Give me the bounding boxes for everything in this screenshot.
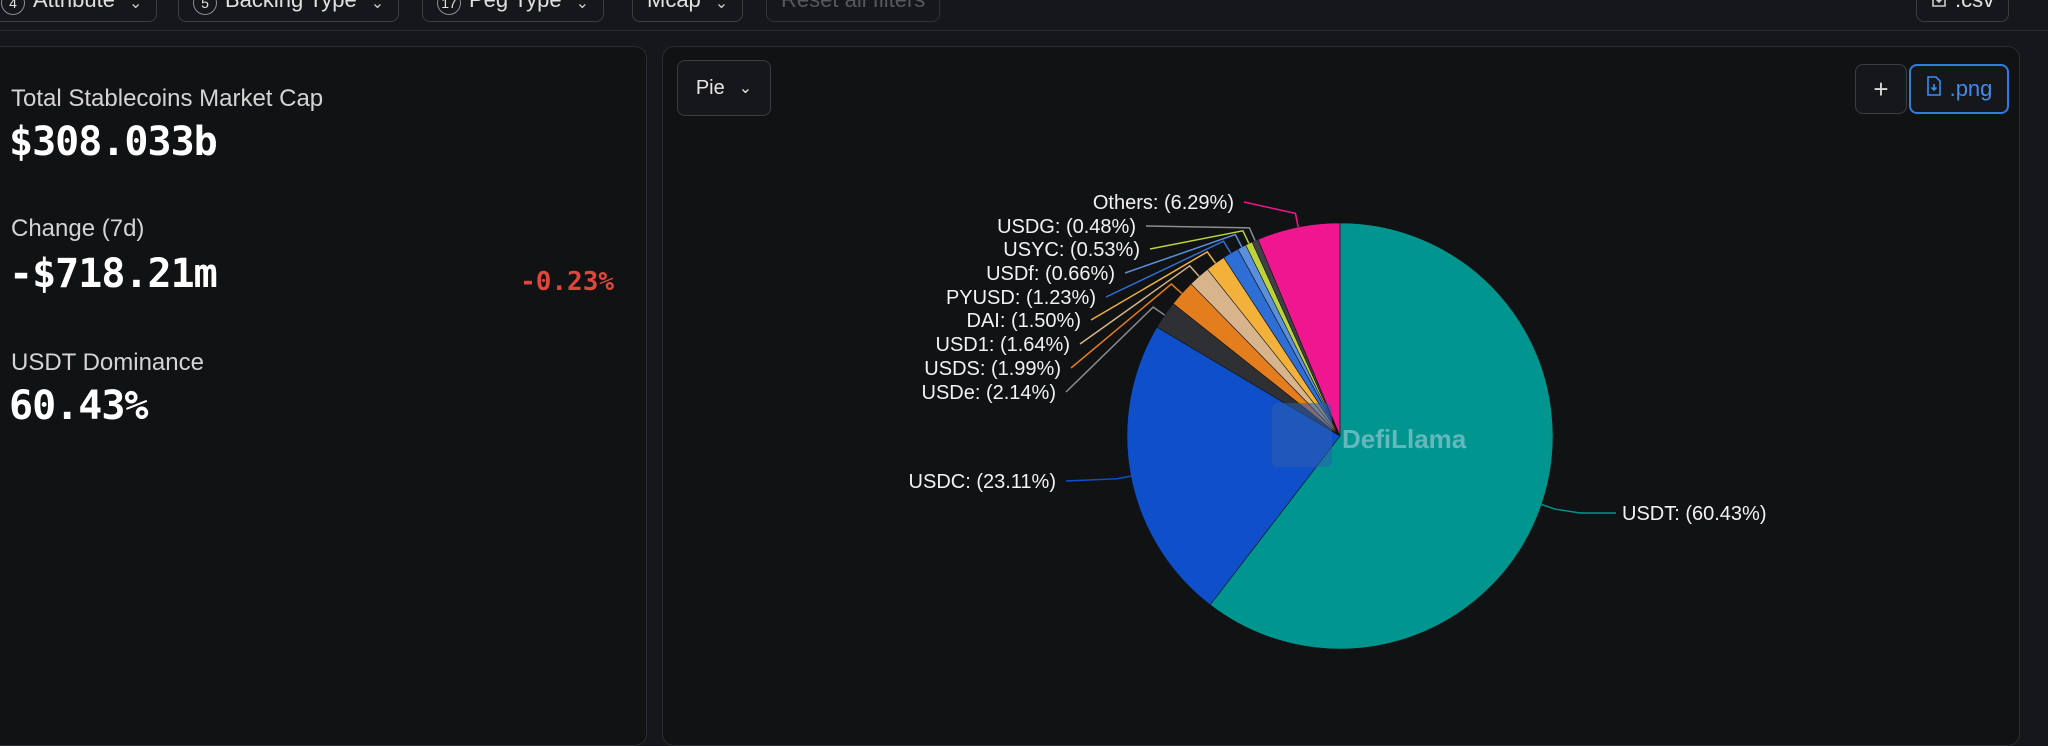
dominance-value: 60.43% [9,383,148,429]
filter-label: Peg Type [469,0,562,13]
watermark-text: DefiLlama [1342,424,1467,454]
slice-label-others: Others: (6.29%) [1093,192,1234,214]
change-value: -$718.21m [9,251,218,297]
slice-label-usd1: USD1: (1.64%) [936,334,1071,356]
market-cap-label: Total Stablecoins Market Cap [11,85,324,112]
filter-peg-type-button[interactable]: 17 Peg Type ⌄ [422,0,604,22]
slice-label-usdg: USDG: (0.48%) [997,216,1136,238]
leader-line-usd1 [1079,264,1200,345]
chevron-down-icon: ⌄ [738,80,753,97]
slice-label-pyusd: PYUSD: (1.23%) [946,287,1096,309]
leader-line-usdt [1541,503,1616,514]
pie-chart: DefiLlama USDT: (60.43%) USDC: (23.11%) US… [909,192,1767,650]
file-download-icon [1931,0,1947,13]
slice-label-usdt: USDT: (60.43%) [1622,503,1767,525]
change-label: Change (7d) [11,215,145,242]
filter-bar: 4 Attribute ⌄ 5 Backing Type ⌄ 17 Peg Ty… [0,0,2048,31]
download-png-button[interactable]: .png [1909,64,2009,114]
download-csv-label: .csv [1955,0,1994,13]
chart-type-label: Pie [695,76,725,99]
filter-label: Attribute [33,0,115,13]
filter-label: Backing Type [225,0,357,13]
chart-type-select[interactable]: Pie ⌄ [677,60,771,116]
filter-attribute-button[interactable]: 4 Attribute ⌄ [0,0,158,22]
download-png-label: .png [1949,76,1993,101]
leader-line-usyc [1149,229,1250,250]
plus-icon: + [1873,73,1889,104]
leader-line-usdc [1065,475,1131,482]
slice-label-usds: USDS: (1.99%) [924,358,1061,380]
reset-filters-button[interactable]: Reset all filters [766,0,941,22]
leader-line-others [1243,201,1299,228]
add-chart-button[interactable]: + [1855,64,1907,114]
leader-line-usds [1070,283,1183,369]
slice-label-usyc: USYC: (0.53%) [1003,239,1140,261]
llama-logo-icon [1272,403,1332,467]
leader-line-usde [1065,306,1166,393]
leader-line-usdf [1124,233,1243,274]
leader-line-pyusd [1105,240,1232,298]
defillama-watermark: DefiLlama [1272,403,1467,467]
market-cap-value: $308.033b [9,119,218,165]
slice-label-usdf: USDf: (0.66%) [986,263,1115,285]
pie-slice-usdt[interactable] [1209,222,1554,650]
filter-label: Reset all filters [781,0,925,13]
change-percent: -0.23% [520,267,614,297]
slice-label-dai: DAI: (1.50%) [967,310,1081,332]
stats-panel: Total Stablecoins Market Cap $308.033b C… [0,46,647,746]
image-file-icon [1926,76,1942,102]
pie-slice-usdc[interactable] [1126,326,1341,606]
chevron-down-icon: ⌄ [370,0,385,12]
chevron-down-icon: ⌄ [714,0,729,12]
leader-line-usdg [1145,225,1256,241]
filter-backing-type-button[interactable]: 5 Backing Type ⌄ [178,0,400,22]
slice-label-usdc: USDC: (23.11%) [909,471,1056,493]
dominance-label: USDT Dominance [11,349,204,376]
filter-label: Mcap [647,0,701,13]
download-csv-button[interactable]: .csv [1916,0,2010,22]
filter-mcap-button[interactable]: Mcap ⌄ [632,0,744,22]
pie-slice-others[interactable] [1257,222,1341,437]
leader-line-dai [1090,250,1217,321]
chevron-down-icon: ⌄ [128,0,143,12]
chevron-down-icon: ⌄ [575,0,589,12]
slice-label-usde: USDe: (2.14%) [922,382,1057,404]
